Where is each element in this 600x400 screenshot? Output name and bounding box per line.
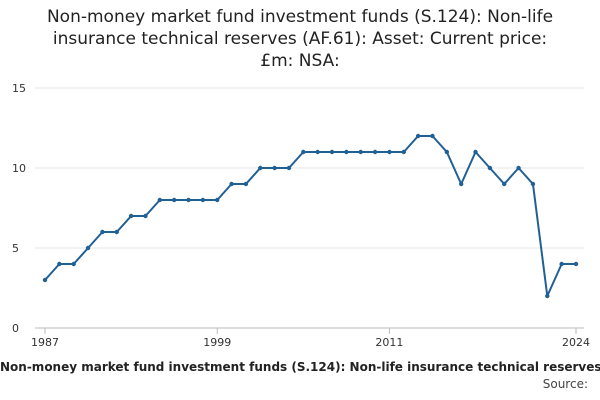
data-point <box>444 149 450 155</box>
data-point <box>243 181 249 187</box>
x-tick-label: 2024 <box>562 336 590 349</box>
data-point <box>387 149 392 155</box>
data-point <box>71 261 76 267</box>
source-label: Source: <box>542 377 588 391</box>
data-points <box>42 133 579 299</box>
x-tick-label: 2011 <box>375 336 403 349</box>
data-point <box>358 149 363 155</box>
data-point <box>573 261 579 267</box>
data-point <box>530 181 536 187</box>
x-tick-label: 1987 <box>31 336 59 349</box>
data-point <box>215 197 220 203</box>
series-line <box>44 135 576 297</box>
data-point <box>502 181 507 187</box>
chart-title: Non-money market fund investment funds (… <box>46 7 554 71</box>
data-point <box>372 149 378 155</box>
axes: 0 5 10 15 1987 1999 2011 2024 <box>12 82 590 349</box>
chart-footer: Non-money market fund investment funds (… <box>0 360 600 374</box>
data-point <box>516 165 521 171</box>
data-point <box>186 197 191 203</box>
data-point <box>57 261 62 267</box>
data-point <box>487 165 493 171</box>
data-point <box>157 197 163 203</box>
data-point <box>128 213 134 219</box>
data-point <box>301 149 306 155</box>
data-point <box>42 277 48 283</box>
data-point <box>473 149 478 155</box>
data-point <box>258 165 263 171</box>
data-point <box>272 165 277 171</box>
x-tick-label: 1999 <box>203 336 231 349</box>
data-point <box>401 149 406 155</box>
gridlines <box>35 87 584 329</box>
data-point <box>100 229 105 235</box>
series-line-group <box>44 135 576 297</box>
data-point <box>344 149 349 155</box>
data-point <box>545 293 550 299</box>
data-point <box>458 181 464 187</box>
data-point <box>415 133 421 139</box>
y-tick-label: 0 <box>12 322 19 335</box>
y-tick-label: 15 <box>12 82 26 95</box>
data-point <box>200 197 206 203</box>
y-tick-label: 5 <box>12 242 19 255</box>
data-point <box>229 181 234 187</box>
data-point <box>559 261 564 267</box>
data-point <box>329 149 335 155</box>
data-point <box>315 149 320 155</box>
data-point <box>85 245 91 251</box>
data-point <box>430 133 435 139</box>
footer-text: Non-money market fund investment funds (… <box>0 360 600 374</box>
data-point <box>286 165 292 171</box>
y-tick-label: 10 <box>12 162 26 175</box>
data-point <box>143 213 148 219</box>
data-point <box>171 197 177 203</box>
data-point <box>114 229 119 235</box>
